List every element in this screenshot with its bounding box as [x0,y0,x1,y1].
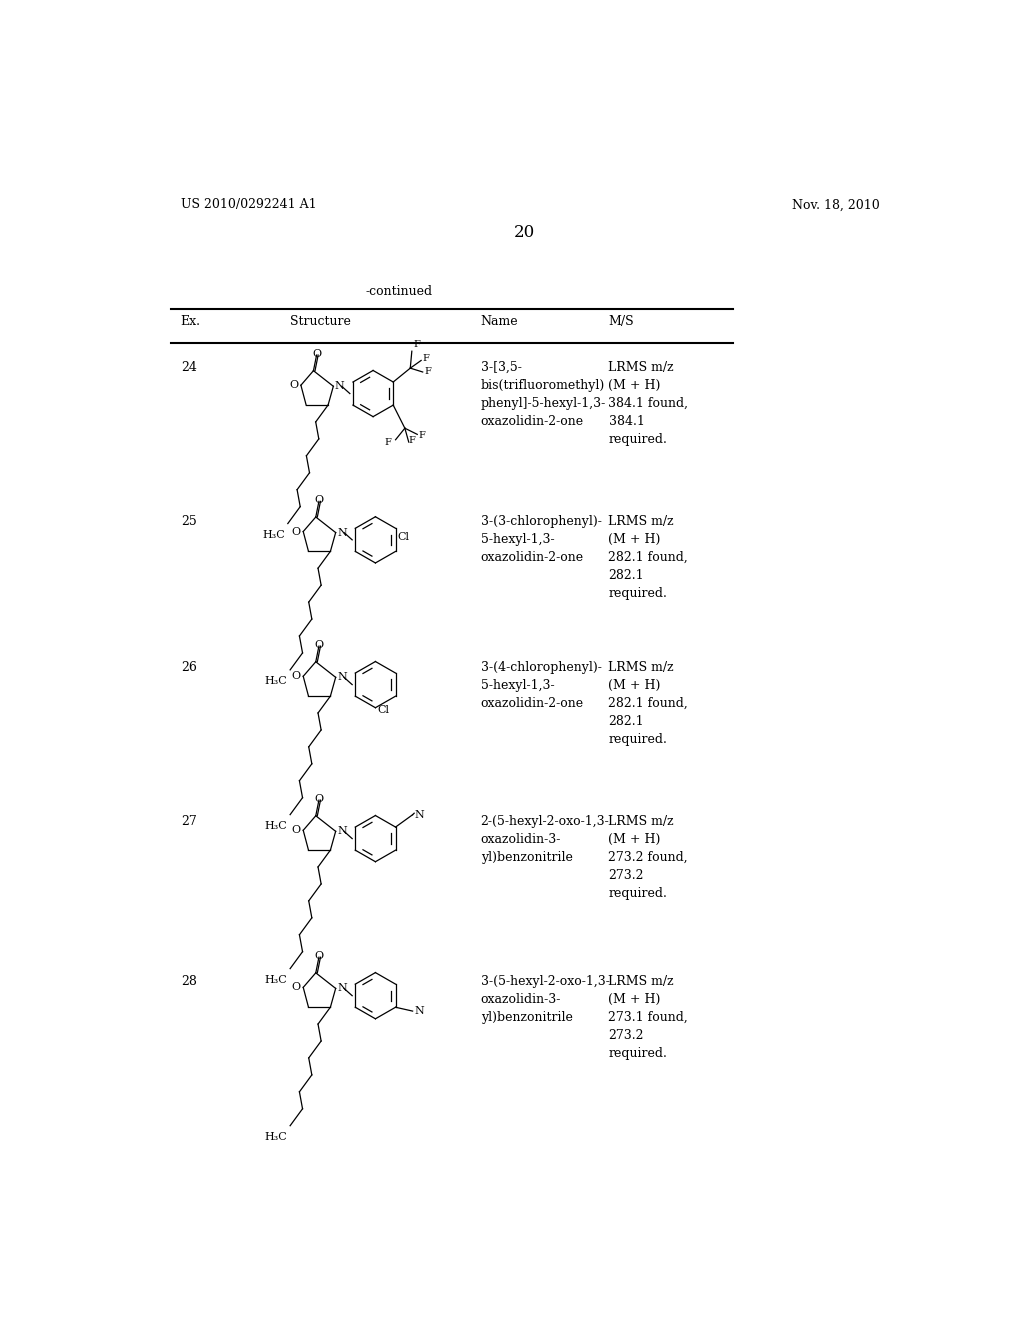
Text: O: O [314,640,324,649]
Text: Structure: Structure [290,314,350,327]
Text: Ex.: Ex. [180,314,201,327]
Text: N: N [335,381,344,391]
Text: O: O [314,495,324,506]
Text: H₃C: H₃C [264,821,287,830]
Text: N: N [415,809,425,820]
Text: F: F [419,432,426,441]
Text: LRMS m/z
(M + H)
282.1 found,
282.1
required.: LRMS m/z (M + H) 282.1 found, 282.1 requ… [608,661,688,746]
Text: O: O [292,672,300,681]
Text: O: O [314,793,324,804]
Text: LRMS m/z
(M + H)
282.1 found,
282.1
required.: LRMS m/z (M + H) 282.1 found, 282.1 requ… [608,515,688,599]
Text: LRMS m/z
(M + H)
273.2 found,
273.2
required.: LRMS m/z (M + H) 273.2 found, 273.2 requ… [608,816,688,900]
Text: O: O [312,348,322,359]
Text: N: N [415,1006,425,1016]
Text: O: O [289,380,298,391]
Text: 2-(5-hexyl-2-oxo-1,3-
oxazolidin-3-
yl)benzonitrile: 2-(5-hexyl-2-oxo-1,3- oxazolidin-3- yl)b… [480,816,609,865]
Text: N: N [337,983,347,994]
Text: 25: 25 [180,515,197,528]
Text: F: F [408,436,415,445]
Text: N: N [337,826,347,837]
Text: O: O [292,825,300,836]
Text: Name: Name [480,314,518,327]
Text: H₃C: H₃C [264,676,287,686]
Text: N: N [337,528,347,537]
Text: LRMS m/z
(M + H)
273.1 found,
273.2
required.: LRMS m/z (M + H) 273.1 found, 273.2 requ… [608,974,688,1060]
Text: LRMS m/z
(M + H)
384.1 found,
384.1
required.: LRMS m/z (M + H) 384.1 found, 384.1 requ… [608,360,688,446]
Text: Nov. 18, 2010: Nov. 18, 2010 [792,198,880,211]
Text: Cl: Cl [377,705,389,715]
Text: N: N [337,672,347,682]
Text: F: F [384,437,391,446]
Text: H₃C: H₃C [264,974,287,985]
Text: -continued: -continued [366,285,433,298]
Text: 3-[3,5-
bis(trifluoromethyl)
phenyl]-5-hexyl-1,3-
oxazolidin-2-one: 3-[3,5- bis(trifluoromethyl) phenyl]-5-h… [480,360,606,428]
Text: O: O [292,982,300,993]
Text: O: O [292,527,300,536]
Text: US 2010/0292241 A1: US 2010/0292241 A1 [180,198,316,211]
Text: F: F [414,339,420,348]
Text: F: F [423,354,429,363]
Text: 26: 26 [180,661,197,675]
Text: F: F [424,367,431,376]
Text: O: O [314,950,324,961]
Text: 3-(3-chlorophenyl)-
5-hexyl-1,3-
oxazolidin-2-one: 3-(3-chlorophenyl)- 5-hexyl-1,3- oxazoli… [480,515,601,564]
Text: H₃C: H₃C [262,529,285,540]
Text: 24: 24 [180,360,197,374]
Text: 28: 28 [180,974,197,987]
Text: 27: 27 [180,816,197,828]
Text: H₃C: H₃C [264,1131,287,1142]
Text: 20: 20 [514,224,536,240]
Text: 3-(4-chlorophenyl)-
5-hexyl-1,3-
oxazolidin-2-one: 3-(4-chlorophenyl)- 5-hexyl-1,3- oxazoli… [480,661,601,710]
Text: M/S: M/S [608,314,634,327]
Text: 3-(5-hexyl-2-oxo-1,3-
oxazolidin-3-
yl)benzonitrile: 3-(5-hexyl-2-oxo-1,3- oxazolidin-3- yl)b… [480,974,609,1023]
Text: Cl: Cl [397,532,410,543]
